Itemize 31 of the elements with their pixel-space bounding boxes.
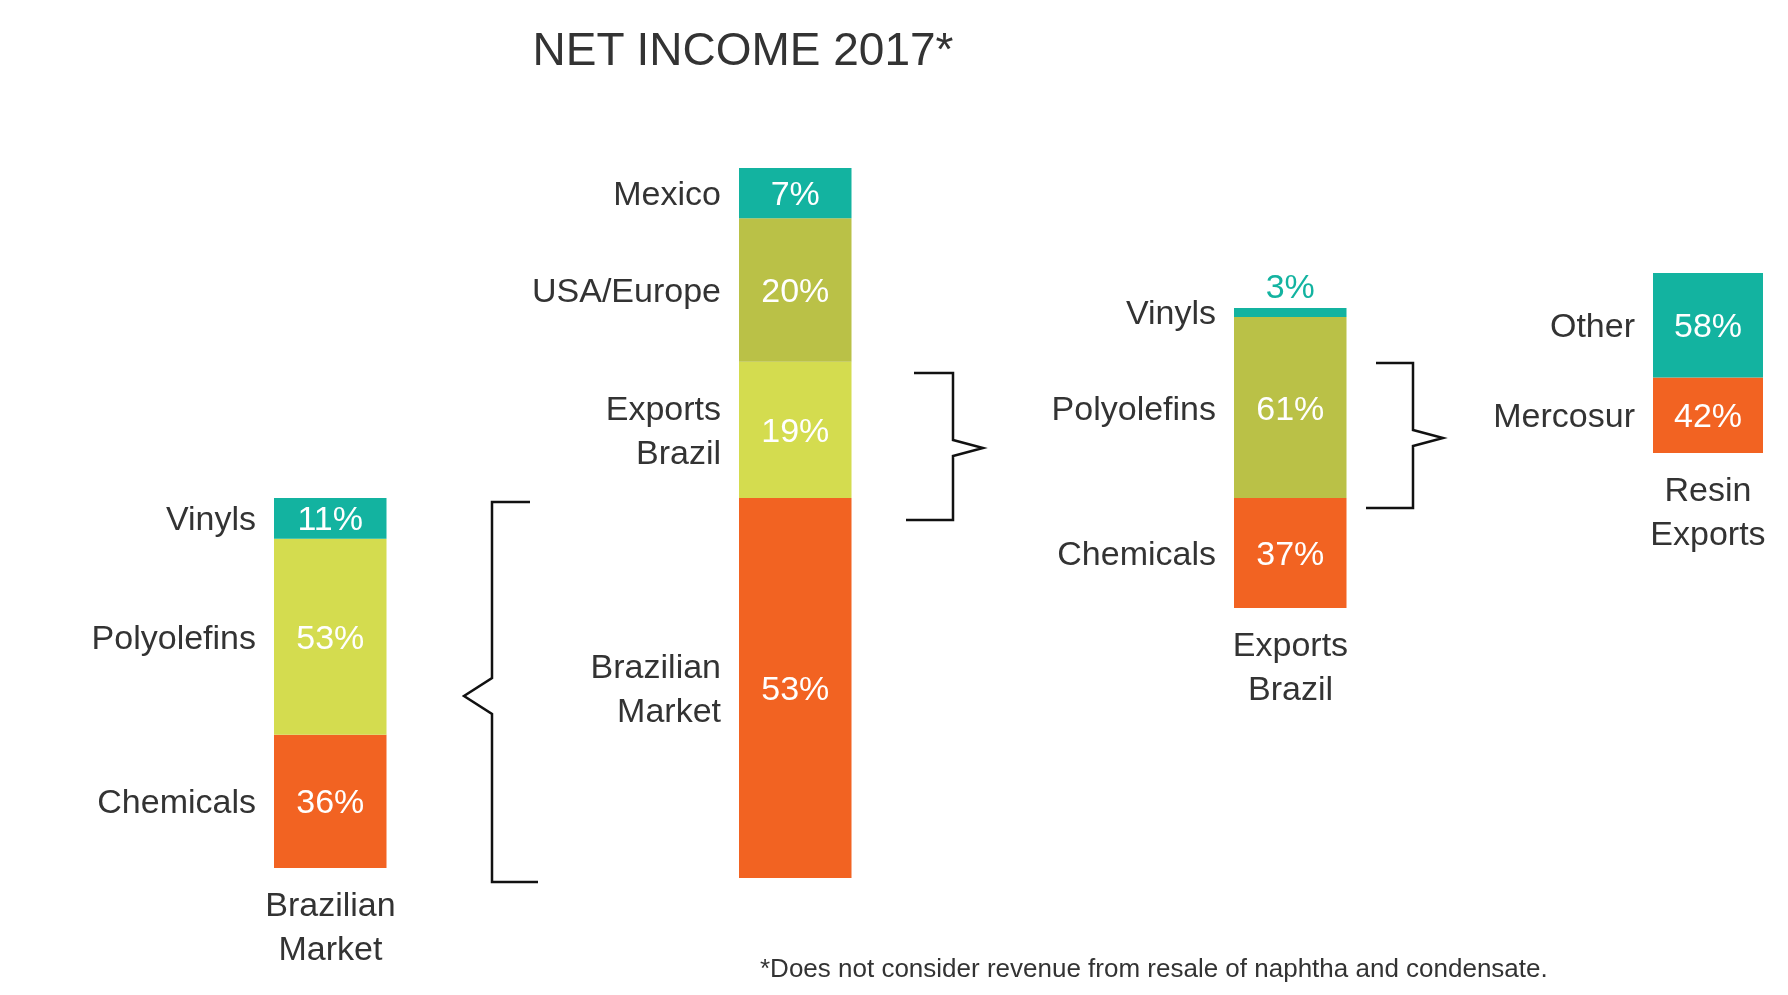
series-label: Polyolefins (91, 617, 256, 656)
series-label: Polyolefins (1051, 388, 1216, 427)
data-label: 53% (296, 617, 365, 656)
data-label: 20% (761, 270, 830, 309)
chart-title: NET INCOME 2017* (531, 22, 955, 76)
bar (739, 361, 852, 498)
data-label: 61% (1256, 388, 1325, 427)
series-label: Other (1549, 306, 1635, 345)
data-label: 7% (770, 174, 820, 213)
data-label: 58% (1673, 306, 1743, 345)
data-label: 3% (1265, 267, 1315, 305)
bar (739, 497, 852, 878)
series-label: Exports Brazil (605, 388, 721, 471)
series-label: Mexico (613, 174, 721, 213)
data-label: 36% (296, 782, 365, 821)
data-label: 37% (1256, 534, 1325, 573)
data-label: 19% (761, 410, 830, 449)
data-label: 11% (297, 499, 364, 538)
bar (739, 168, 852, 219)
series-label: Vinyls (165, 499, 256, 538)
series-label: Chemicals (1057, 534, 1216, 573)
x-tick-label: Resin Exports (1650, 470, 1766, 552)
series-label: Mercosur (1493, 396, 1635, 435)
series-label: USA/Europe (532, 270, 721, 309)
text: *Does not consider revenue from resale of naphtha and condensate. (760, 953, 1548, 984)
series-label: Chemicals (97, 782, 256, 821)
series-label: Brazilian Market (590, 646, 722, 729)
data-label: 42% (1673, 396, 1743, 435)
series-label: Vinyls (1125, 293, 1216, 332)
bar (739, 218, 852, 362)
data-label: 53% (761, 668, 830, 707)
